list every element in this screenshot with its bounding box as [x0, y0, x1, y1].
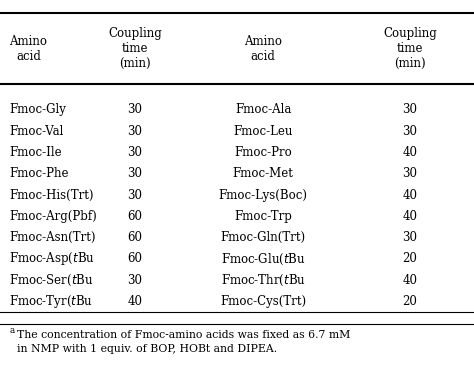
- Text: a: a: [9, 327, 15, 335]
- Text: 30: 30: [402, 125, 418, 138]
- Text: Fmoc-Thr($\mathit{t}$Bu: Fmoc-Thr($\mathit{t}$Bu: [220, 273, 306, 288]
- Text: Fmoc-Leu: Fmoc-Leu: [233, 125, 293, 138]
- Text: 20: 20: [402, 295, 418, 308]
- Text: Fmoc-Gly: Fmoc-Gly: [9, 103, 66, 116]
- Text: Fmoc-Asp($\mathit{t}$Bu: Fmoc-Asp($\mathit{t}$Bu: [9, 251, 95, 267]
- Text: 30: 30: [402, 103, 418, 116]
- Text: 30: 30: [128, 274, 143, 287]
- Text: Coupling
time
(min): Coupling time (min): [108, 27, 162, 70]
- Text: 60: 60: [128, 231, 143, 244]
- Text: Fmoc-Met: Fmoc-Met: [233, 167, 293, 180]
- Text: Fmoc-Lys(Boc): Fmoc-Lys(Boc): [219, 188, 308, 202]
- Text: Fmoc-Gln(Trt): Fmoc-Gln(Trt): [220, 231, 306, 244]
- Text: 40: 40: [402, 210, 418, 223]
- Text: 30: 30: [128, 125, 143, 138]
- Text: The concentration of Fmoc-amino acids was fixed as 6.7 mM: The concentration of Fmoc-amino acids wa…: [17, 331, 350, 340]
- Text: Fmoc-Cys(Trt): Fmoc-Cys(Trt): [220, 295, 306, 308]
- Text: 60: 60: [128, 210, 143, 223]
- Text: 60: 60: [128, 252, 143, 266]
- Text: Fmoc-His(Trt): Fmoc-His(Trt): [9, 188, 94, 202]
- Text: Fmoc-Trp: Fmoc-Trp: [234, 210, 292, 223]
- Text: Fmoc-Asn(Trt): Fmoc-Asn(Trt): [9, 231, 96, 244]
- Text: Fmoc-Phe: Fmoc-Phe: [9, 167, 69, 180]
- Text: Fmoc-Pro: Fmoc-Pro: [234, 146, 292, 159]
- Text: 30: 30: [402, 231, 418, 244]
- Text: Fmoc-Arg(Pbf): Fmoc-Arg(Pbf): [9, 210, 97, 223]
- Text: Fmoc-Ile: Fmoc-Ile: [9, 146, 62, 159]
- Text: Coupling
time
(min): Coupling time (min): [383, 27, 437, 70]
- Text: 30: 30: [128, 188, 143, 202]
- Text: Fmoc-Tyr($\mathit{t}$Bu: Fmoc-Tyr($\mathit{t}$Bu: [9, 293, 93, 310]
- Text: 30: 30: [128, 146, 143, 159]
- Text: Fmoc-Ala: Fmoc-Ala: [235, 103, 291, 116]
- Text: 20: 20: [402, 252, 418, 266]
- Text: 40: 40: [402, 146, 418, 159]
- Text: 40: 40: [402, 274, 418, 287]
- Text: Amino
acid: Amino acid: [244, 35, 282, 62]
- Text: Fmoc-Glu($\mathit{t}$Bu: Fmoc-Glu($\mathit{t}$Bu: [221, 251, 305, 267]
- Text: 30: 30: [128, 103, 143, 116]
- Text: 40: 40: [128, 295, 143, 308]
- Text: 40: 40: [402, 188, 418, 202]
- Text: Amino
acid: Amino acid: [9, 35, 47, 62]
- Text: in NMP with 1 equiv. of BOP, HOBt and DIPEA.: in NMP with 1 equiv. of BOP, HOBt and DI…: [17, 344, 277, 354]
- Text: Fmoc-Val: Fmoc-Val: [9, 125, 64, 138]
- Text: Fmoc-Ser($\mathit{t}$Bu: Fmoc-Ser($\mathit{t}$Bu: [9, 273, 94, 288]
- Text: 30: 30: [402, 167, 418, 180]
- Text: 30: 30: [128, 167, 143, 180]
